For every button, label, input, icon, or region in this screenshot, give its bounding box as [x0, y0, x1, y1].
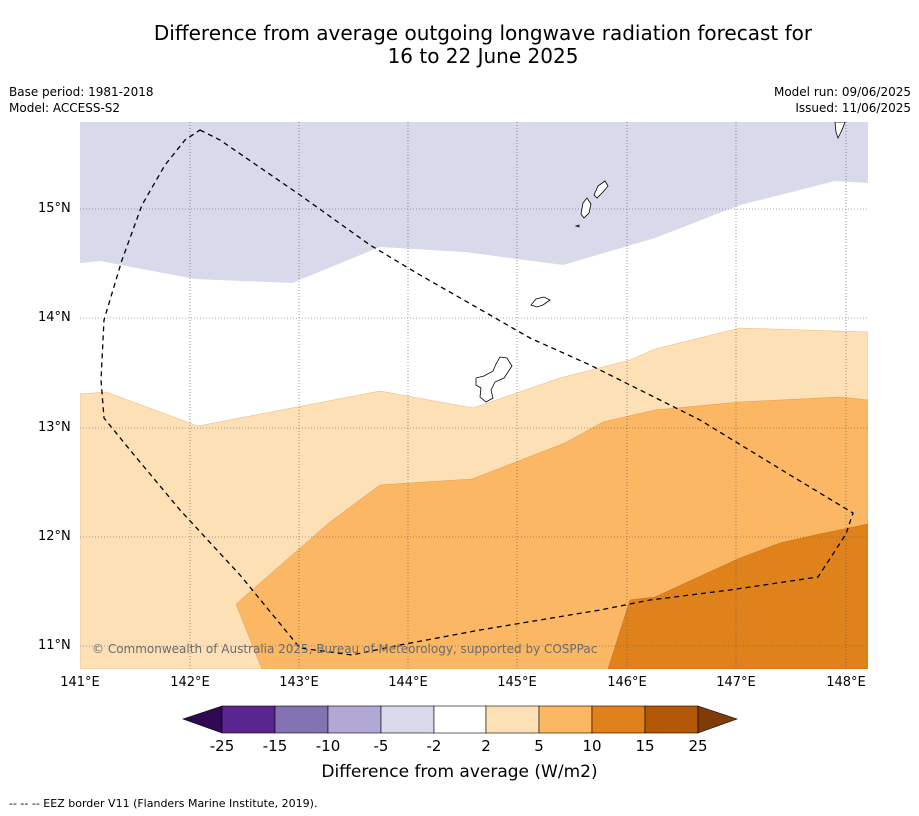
colorbar-label: -2 [426, 737, 442, 755]
graticule [80, 122, 868, 669]
colorbar-label: 5 [534, 737, 544, 755]
metadata-right: Model run: 09/06/2025 Issued: 11/06/2025 [774, 84, 911, 116]
colorbar-bin-5 [433, 705, 487, 734]
lon-tick-147e: 147°E [716, 675, 756, 690]
lon-tick-148e: 148°E [826, 675, 866, 690]
title-line-2: 16 to 22 June 2025 [387, 44, 579, 68]
lon-tick-144e: 144°E [388, 675, 428, 690]
colorbar-label: 25 [688, 737, 708, 755]
colorbar-title: Difference from average (W/m2) [321, 762, 598, 782]
model-run: Model run: 09/06/2025 [773, 85, 911, 99]
colorbar-label: 2 [481, 737, 491, 755]
lat-tick-15n: 15°N [38, 201, 71, 216]
colorbar-bin-1 [221, 705, 276, 734]
eez-footnote: -- -- -- EEZ border V11 (Flanders Marine… [9, 797, 318, 810]
lon-tick-146e: 146°E [607, 675, 647, 690]
issued-date: Issued: 11/06/2025 [795, 101, 911, 115]
contour-neg5-to-neg2 [80, 122, 868, 283]
rota-island [530, 296, 551, 308]
colorbar-label: -15 [262, 737, 288, 755]
island-outlines [475, 122, 846, 403]
colorbar-label: -25 [209, 737, 235, 755]
lat-tick-12n: 12°N [38, 529, 71, 544]
copyright-notice: © Commonwealth of Australia 2025, Bureau… [92, 642, 598, 656]
contour-10-to-15 [607, 523, 868, 669]
title-line-1: Difference from average outgoing longwav… [153, 21, 813, 45]
lat-tick-13n: 13°N [38, 420, 71, 435]
colorbar-label: -5 [373, 737, 389, 755]
colorbar-bin-6 [485, 705, 540, 734]
colorbar-bin-2 [274, 705, 329, 734]
guam-island [475, 356, 513, 403]
metadata-left: Base period: 1981-2018 Model: ACCESS-S2 [9, 84, 154, 116]
lon-tick-145e: 145°E [497, 675, 537, 690]
colorbar-label: 10 [582, 737, 602, 755]
lon-tick-141e: 141°E [60, 675, 100, 690]
colorbar-bin-7 [538, 705, 593, 734]
colorbar-label: 15 [635, 737, 655, 755]
aguijan-island [574, 224, 580, 228]
lon-tick-143e: 143°E [279, 675, 319, 690]
eez-border [100, 129, 854, 656]
lon-tick-142e: 142°E [170, 675, 210, 690]
saipan-island [593, 180, 609, 199]
farallon-island [834, 122, 846, 140]
colorbar [182, 705, 738, 734]
model-name: Model: ACCESS-S2 [9, 101, 121, 115]
colorbar-bin-9 [644, 705, 699, 734]
lat-tick-14n: 14°N [38, 310, 71, 325]
colorbar-high-extend [697, 705, 738, 734]
colorbar-label: -10 [315, 737, 341, 755]
map-panel [80, 122, 868, 669]
tinian-island [580, 197, 592, 219]
base-period: Base period: 1981-2018 [9, 85, 154, 99]
colorbar-low-extend [182, 705, 223, 734]
chart-title: Difference from average outgoing longwav… [0, 22, 919, 68]
colorbar-bin-4 [380, 705, 435, 734]
colorbar-bin-8 [591, 705, 646, 734]
colorbar-bin-3 [327, 705, 382, 734]
lat-tick-11n: 11°N [38, 638, 71, 653]
